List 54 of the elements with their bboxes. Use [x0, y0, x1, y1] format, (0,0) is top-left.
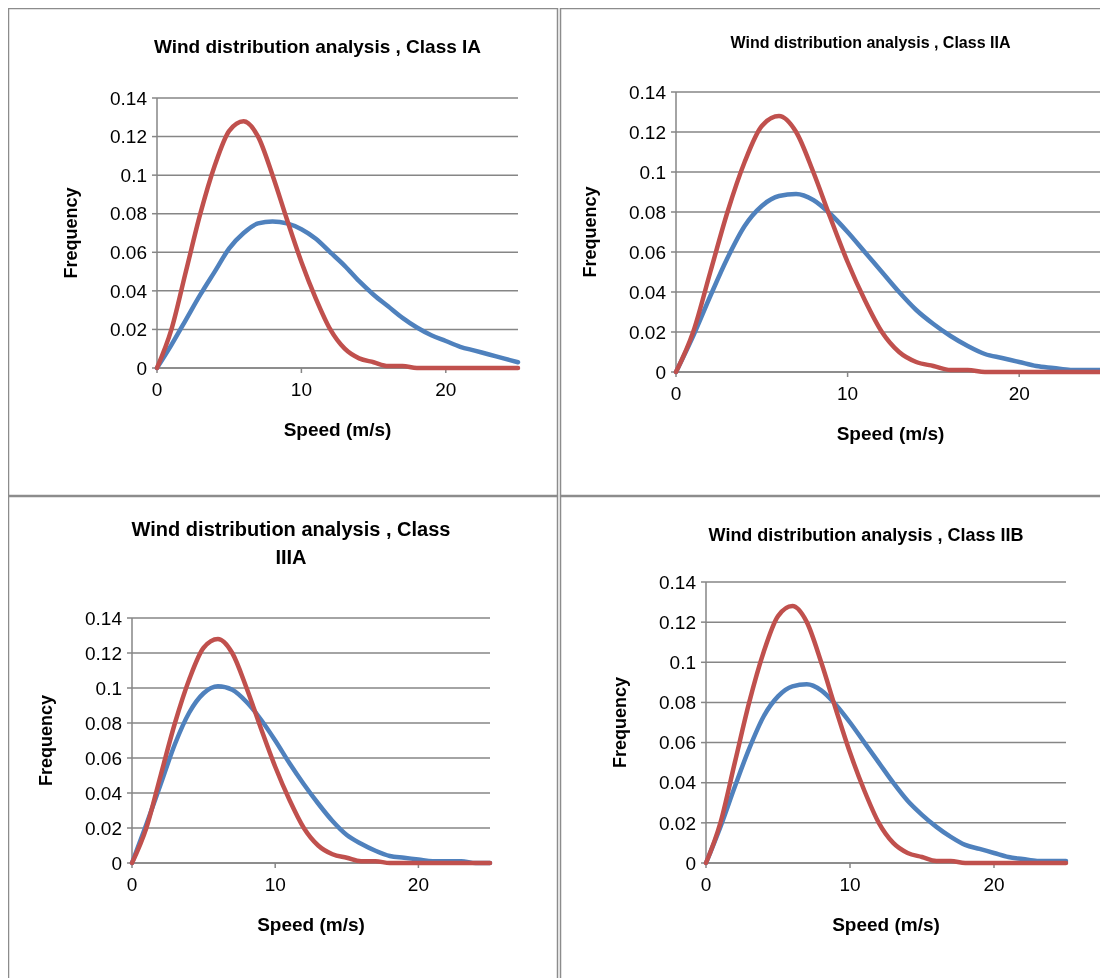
x-tick-label: 10 — [837, 383, 859, 404]
y-tick-label: 0.14 — [629, 81, 667, 103]
x-tick-label: 10 — [290, 379, 312, 400]
y-axis-title: Frequency — [61, 187, 81, 279]
y-tick-label: 0 — [685, 852, 696, 874]
y-tick-label: 0.06 — [110, 241, 147, 263]
y-tick-label: 0.04 — [110, 280, 148, 302]
y-tick-label: 0.08 — [659, 692, 696, 714]
y-tick-label: 0.14 — [85, 607, 123, 629]
y-tick-label: 0 — [655, 361, 666, 383]
x-tick-label: 20 — [435, 379, 457, 400]
chart-title: Wind distribution analysis , Class IIA — [730, 34, 1011, 51]
x-tick-label: 0 — [151, 379, 163, 400]
y-tick-label: 0.12 — [110, 126, 147, 148]
y-tick-label: 0.1 — [639, 161, 666, 183]
x-axis-title: Speed (m/s) — [283, 419, 392, 440]
x-axis-title: Speed (m/s) — [832, 914, 940, 935]
y-tick-label: 0.1 — [120, 164, 147, 186]
y-tick-label: 0.06 — [85, 747, 122, 769]
y-tick-label: 0.12 — [659, 611, 696, 633]
x-tick-label: 20 — [983, 874, 1005, 895]
x-axis-title: Speed (m/s) — [257, 914, 365, 935]
x-axis-title: Speed (m/s) — [836, 423, 945, 444]
y-tick-label: 0.12 — [85, 642, 122, 664]
y-tick-label: 0.1 — [669, 651, 696, 673]
chart-title: Wind distribution analysis , Class IA — [153, 36, 482, 57]
x-tick-label: 10 — [839, 874, 861, 895]
y-tick-label: 0.04 — [659, 772, 697, 794]
x-tick-label: 20 — [1008, 383, 1030, 404]
y-tick-label: 0.08 — [85, 712, 122, 734]
chart-title: Wind distribution analysis , Class IIIA — [131, 518, 451, 568]
y-tick-label: 0 — [111, 852, 122, 874]
y-tick-label: 0.02 — [110, 319, 147, 341]
chart-title: Wind distribution analysis , Class IIB — [708, 525, 1024, 545]
y-tick-label: 0.06 — [629, 241, 666, 263]
x-tick-label: 10 — [264, 874, 286, 895]
y-tick-label: 0.06 — [659, 732, 696, 754]
x-tick-label: 20 — [407, 874, 429, 895]
y-tick-label: 0.14 — [659, 571, 697, 593]
y-tick-label: 0.1 — [95, 677, 122, 699]
y-tick-label: 0.14 — [110, 87, 148, 109]
y-tick-label: 0.08 — [629, 201, 666, 223]
y-tick-label: 0.02 — [85, 817, 122, 839]
y-tick-label: 0.04 — [85, 782, 123, 804]
y-axis-title: Frequency — [610, 676, 630, 769]
x-tick-label: 0 — [700, 874, 712, 895]
y-tick-label: 0.02 — [659, 812, 696, 834]
y-tick-label: 0.02 — [629, 321, 666, 343]
y-tick-label: 0 — [136, 357, 147, 379]
y-tick-label: 0.04 — [629, 281, 667, 303]
y-tick-label: 0.12 — [629, 121, 666, 143]
y-axis-title: Frequency — [36, 694, 56, 787]
y-tick-label: 0.08 — [110, 203, 147, 225]
y-axis-title: Frequency — [580, 186, 600, 278]
